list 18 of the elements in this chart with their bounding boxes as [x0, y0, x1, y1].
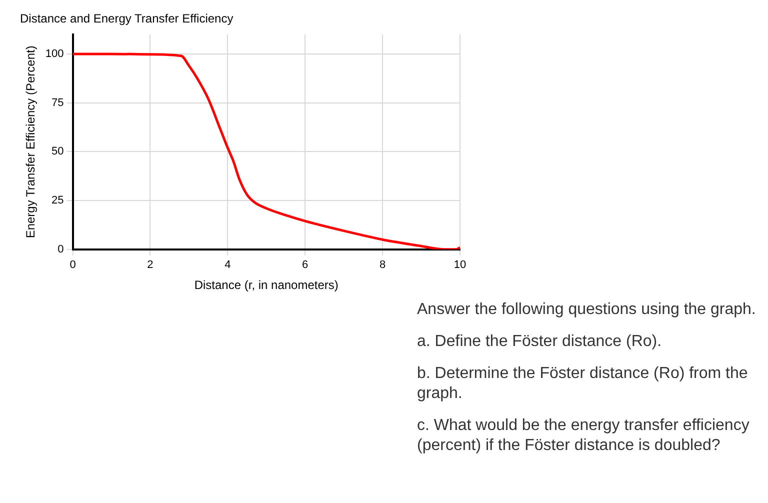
text: Answer the following questions using the graph. [417, 300, 757, 320]
chart-title: Distance and Energy Transfer Efficiency [20, 12, 234, 26]
x-tick-label: 8 [379, 259, 386, 272]
y-axis-title: Energy Transfer Efficiency (Percent) [24, 46, 38, 238]
x-axis-title: Distance (r, in nanometers) [194, 278, 338, 292]
text: a. Define the Föster distance (Ro). [417, 332, 663, 352]
text: b. Determine the Föster distance (Ro) from the graph. [417, 364, 749, 404]
x-tick-label: 4 [224, 259, 231, 272]
y-tick-label: 100 [45, 48, 64, 60]
y-tick-label: 50 [52, 146, 64, 158]
y-tick-label: 0 [58, 243, 64, 256]
y-tick-label: 75 [52, 96, 64, 109]
text: c. What would be the energy transfer efficiency (percent) if the Föster distance is doubled? [417, 416, 750, 456]
x-tick-label: 6 [302, 259, 308, 272]
x-tick-label: 10 [454, 259, 466, 272]
x-tick-label: 0 [70, 259, 76, 272]
x-tick-label: 2 [147, 259, 154, 272]
y-tick-label: 25 [52, 194, 64, 207]
